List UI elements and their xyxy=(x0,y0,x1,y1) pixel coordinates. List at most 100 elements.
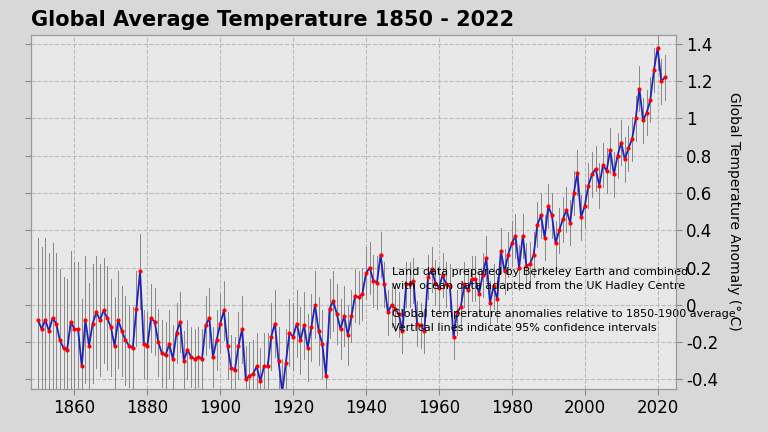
Point xyxy=(87,320,99,327)
Point xyxy=(517,232,529,239)
Point xyxy=(425,266,438,273)
Point xyxy=(243,372,256,379)
Point xyxy=(634,85,646,92)
Point xyxy=(367,277,379,284)
Point xyxy=(469,275,482,282)
Point xyxy=(305,324,317,331)
Point xyxy=(58,344,70,351)
Point xyxy=(590,165,602,172)
Point xyxy=(382,309,394,316)
Point xyxy=(302,344,314,351)
Point xyxy=(396,327,409,334)
Point xyxy=(68,326,81,333)
Point xyxy=(630,115,642,122)
Point xyxy=(204,314,216,321)
Point xyxy=(127,344,139,351)
Point xyxy=(189,356,201,362)
Point xyxy=(61,346,73,353)
Point xyxy=(273,357,285,364)
Point xyxy=(524,260,536,267)
Point xyxy=(145,314,157,321)
Point xyxy=(283,330,296,337)
Point xyxy=(298,322,310,329)
Point xyxy=(54,337,66,344)
Point xyxy=(108,343,121,349)
Point xyxy=(163,340,175,347)
Point xyxy=(294,337,306,344)
Point xyxy=(549,240,561,247)
Point xyxy=(185,354,197,361)
Point xyxy=(43,327,55,334)
Point xyxy=(39,316,51,323)
Point xyxy=(458,281,471,288)
Point xyxy=(520,262,532,269)
Point xyxy=(655,78,667,85)
Point xyxy=(465,275,478,282)
Point xyxy=(200,322,212,329)
Point xyxy=(407,277,419,284)
Point xyxy=(495,248,507,254)
Point xyxy=(564,219,576,226)
Point xyxy=(371,279,383,286)
Point xyxy=(505,240,518,247)
Point xyxy=(571,169,584,176)
Point xyxy=(607,171,620,178)
Point xyxy=(593,182,605,189)
Point xyxy=(462,286,474,293)
Point xyxy=(392,311,405,318)
Point xyxy=(531,221,544,228)
Point xyxy=(79,316,91,323)
Point xyxy=(280,359,292,366)
Point xyxy=(502,251,515,258)
Point xyxy=(233,343,245,349)
Text: Land data prepared by Berkeley Earth and combined
with ocean data adapted from t: Land data prepared by Berkeley Earth and… xyxy=(392,267,736,333)
Point xyxy=(641,109,653,116)
Point xyxy=(258,363,270,370)
Point xyxy=(400,281,412,288)
Point xyxy=(535,212,547,219)
Text: Global Average Temperature 1850 - 2022: Global Average Temperature 1850 - 2022 xyxy=(31,10,514,30)
Point xyxy=(134,268,146,275)
Point xyxy=(473,290,485,297)
Point xyxy=(455,303,467,310)
Point xyxy=(221,343,233,349)
Point xyxy=(637,117,649,124)
Point xyxy=(349,292,361,299)
Point xyxy=(389,305,402,312)
Point xyxy=(250,363,263,370)
Point xyxy=(261,363,273,370)
Point xyxy=(167,356,179,362)
Point xyxy=(35,326,48,333)
Point xyxy=(436,272,449,279)
Point xyxy=(269,320,281,327)
Point xyxy=(112,316,124,323)
Point xyxy=(46,314,58,321)
Point xyxy=(586,171,598,178)
Point xyxy=(509,232,521,239)
Point xyxy=(196,356,208,362)
Point xyxy=(619,156,631,163)
Point xyxy=(177,357,190,364)
Point xyxy=(323,305,336,312)
Point xyxy=(207,354,219,361)
Point xyxy=(50,320,62,327)
Point xyxy=(116,327,128,334)
Point xyxy=(131,305,143,312)
Point xyxy=(476,272,488,279)
Point xyxy=(309,302,321,308)
Point xyxy=(119,337,131,344)
Point xyxy=(137,340,150,347)
Point xyxy=(422,273,434,280)
Point xyxy=(75,363,88,370)
Point xyxy=(433,285,445,292)
Point xyxy=(429,279,442,286)
Point xyxy=(229,367,241,374)
Point xyxy=(611,152,624,159)
Point xyxy=(214,320,227,327)
Point xyxy=(170,330,183,337)
Point xyxy=(104,324,117,331)
Point xyxy=(386,302,398,308)
Point xyxy=(451,309,463,316)
Point xyxy=(276,389,288,396)
Point xyxy=(448,333,460,340)
